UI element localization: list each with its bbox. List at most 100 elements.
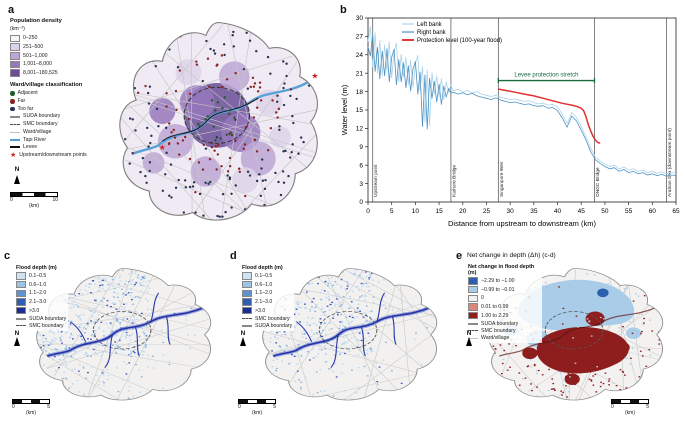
- flood-cell: [360, 277, 363, 279]
- flood-cell: [72, 338, 74, 340]
- flood-cell: [143, 398, 146, 400]
- diff-cell: [658, 343, 661, 345]
- flood-cell: [69, 307, 72, 309]
- flood-cell: [82, 365, 85, 367]
- legend-swatch: [16, 306, 26, 315]
- flood-cell: [140, 275, 143, 278]
- ward-dot: [174, 89, 178, 93]
- scale-bar: 0 10 (km): [10, 191, 58, 210]
- flood-cell: [299, 386, 302, 389]
- reference-line-label: Kathore Bridge: [451, 165, 457, 197]
- diff-cell: [541, 339, 544, 342]
- diff-cell: [637, 295, 640, 297]
- diff-cell: [518, 372, 521, 374]
- flood-cell: [143, 276, 146, 278]
- increase-patch: [564, 373, 580, 385]
- flood-cell: [102, 279, 105, 281]
- scale-end: 10: [52, 197, 58, 204]
- flood-cell: [93, 311, 96, 314]
- ward-dot: [178, 153, 181, 156]
- flood-cell: [368, 278, 370, 280]
- ward-dot: [279, 193, 283, 197]
- flood-cell: [169, 393, 172, 396]
- flood-cell: [344, 341, 346, 343]
- diff-cell: [590, 379, 593, 381]
- flood-cell: [143, 333, 146, 335]
- ward-dot: [221, 215, 224, 218]
- diff-cell: [579, 340, 582, 342]
- flood-cell: [83, 393, 85, 395]
- flood-cell: [295, 307, 298, 310]
- ward-dot: [244, 194, 247, 198]
- diff-cell: [526, 365, 529, 368]
- flood-cell: [367, 332, 370, 334]
- ward-dot: [213, 52, 217, 55]
- flood-cell: [345, 334, 348, 337]
- flood-cell: [312, 297, 315, 300]
- flood-cell: [113, 291, 116, 294]
- diff-cell: [622, 339, 625, 341]
- flood-cell: [145, 325, 148, 327]
- flood-cell: [341, 343, 344, 346]
- flood-cell: [334, 305, 336, 307]
- flood-cell: [384, 307, 387, 310]
- flood-cell: [324, 281, 327, 284]
- flood-cell: [319, 390, 322, 392]
- river-branch: [391, 315, 397, 345]
- ward-line: [220, 29, 252, 221]
- flood-cell: [79, 373, 81, 375]
- diff-cell: [547, 389, 550, 392]
- diff-cell: [587, 325, 590, 327]
- flood-cell: [49, 331, 52, 333]
- flood-cell: [103, 381, 105, 384]
- flood-cell: [123, 361, 125, 363]
- flood-cell: [122, 349, 125, 351]
- legend-item-label: Ward/village: [481, 335, 510, 341]
- flood-cell: [85, 377, 88, 380]
- ward-line: [87, 275, 207, 312]
- flood-cell: [69, 386, 72, 388]
- flood-cell: [139, 278, 142, 280]
- ward-dot: [195, 60, 198, 63]
- diff-cell: [570, 280, 573, 282]
- flood-cell: [113, 288, 116, 290]
- ward-dot: [282, 103, 286, 107]
- flood-cell: [118, 346, 121, 348]
- legend-swatch: [242, 318, 252, 320]
- flood-cell: [69, 323, 72, 325]
- flood-cell: [133, 285, 135, 287]
- flood-cell: [328, 329, 331, 331]
- flood-cell: [90, 320, 92, 322]
- legend-item-label: >3.0: [29, 307, 40, 314]
- flood-cell: [269, 337, 272, 339]
- flood-cell: [372, 284, 374, 287]
- flood-cell: [109, 322, 112, 324]
- flood-cell: [149, 280, 152, 282]
- flood-cell: [100, 355, 103, 357]
- ward-line: [121, 98, 252, 219]
- diff-cell: [533, 364, 536, 367]
- flood-depth-legend-c: Flood depth (m) 0.1–0.5 0.6–1.0 1.1–2.0 2.1…: [14, 264, 69, 331]
- flood-cell: [71, 302, 73, 304]
- flood-cell: [299, 301, 302, 304]
- ward-line: [288, 270, 363, 385]
- diff-cell: [621, 342, 624, 344]
- flood-cell: [332, 315, 335, 317]
- diff-cell: [632, 300, 635, 302]
- flood-cell: [122, 303, 125, 305]
- ward-dot: [188, 157, 192, 161]
- flood-cell: [352, 274, 354, 276]
- flood-cell: [379, 305, 382, 307]
- legend-item-label: SMC boundary: [29, 322, 64, 329]
- flood-cell: [66, 378, 68, 380]
- ward-dot: [215, 136, 219, 139]
- diff-cell: [643, 317, 645, 320]
- flood-cell: [328, 368, 330, 370]
- flood-cell: [101, 284, 104, 286]
- flood-cell: [290, 355, 293, 357]
- x-tick-label: 40: [554, 208, 562, 215]
- flood-cell: [378, 366, 381, 368]
- ward-dot: [220, 54, 224, 57]
- flood-cell: [294, 326, 297, 329]
- ward-dot: [212, 125, 215, 128]
